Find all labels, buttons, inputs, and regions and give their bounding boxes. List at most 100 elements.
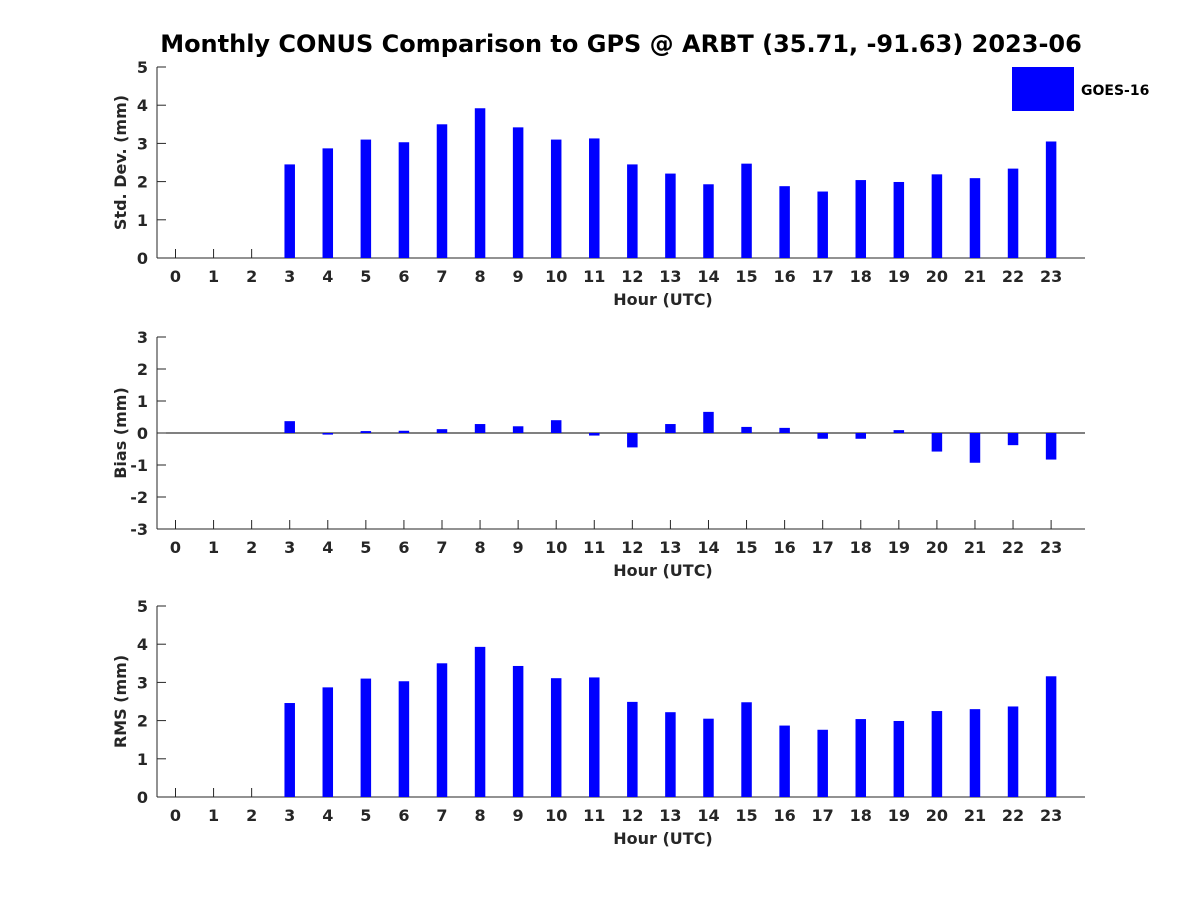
bar-2-hour-7 [436,663,448,797]
bar-0-hour-10 [550,139,562,258]
bar-1-hour-18 [855,433,867,439]
bar-2-hour-11 [589,677,600,797]
x-tick-label-2: 3 [284,806,295,825]
x-tick-label-1: 20 [926,538,948,557]
x-tick-label-1: 3 [284,538,295,557]
y-tick-label-2: 2 [137,712,148,731]
x-tick-label-2: 7 [436,806,447,825]
y-tick-label-0: 1 [137,211,148,230]
bar-1-hour-21 [969,433,981,463]
x-tick-label-0: 21 [964,267,986,286]
x-tick-label-0: 19 [888,267,910,286]
bar-2-hour-3 [284,703,295,797]
x-tick-label-0: 8 [474,267,485,286]
x-tick-label-2: 19 [888,806,910,825]
x-tick-label-0: 5 [360,267,371,286]
bar-2-hour-5 [360,678,372,797]
bar-2-hour-9 [512,665,524,797]
x-tick-label-0: 12 [621,267,643,286]
x-tick-label-1: 21 [964,538,986,557]
bar-2-hour-23 [1045,676,1057,797]
bar-1-hour-19 [893,430,905,433]
x-tick-label-0: 0 [170,267,181,286]
legend-label: GOES-16 [1081,83,1149,99]
bar-2-hour-19 [893,720,905,797]
x-tick-label-1: 1 [208,538,219,557]
bar-0-hour-8 [474,108,486,258]
x-tick-label-1: 4 [322,538,333,557]
y-tick-label-0: 4 [137,96,148,115]
y-tick-label-1: 1 [137,392,148,411]
bar-2-hour-10 [550,678,562,797]
bar-0-hour-21 [969,178,981,258]
x-tick-label-1: 14 [697,538,719,557]
x-tick-label-2: 14 [697,806,719,825]
bar-2-hour-14 [703,718,714,797]
x-tick-label-2: 0 [170,806,181,825]
y-tick-label-0: 3 [137,134,148,153]
bar-2-hour-22 [1007,706,1019,797]
y-tick-label-1: -2 [130,488,148,507]
bar-2-hour-20 [931,711,943,797]
bar-1-hour-17 [817,433,828,439]
x-tick-label-2: 5 [360,806,371,825]
x-axis-label-1: Hour (UTC) [613,561,713,580]
y-tick-label-2: 1 [137,750,148,769]
x-tick-label-0: 11 [583,267,605,286]
y-tick-label-1: -3 [130,520,148,539]
chart-title: Monthly CONUS Comparison to GPS @ ARBT (… [160,30,1082,58]
x-tick-label-0: 6 [398,267,409,286]
x-tick-label-0: 9 [513,267,524,286]
x-tick-label-1: 11 [583,538,605,557]
bar-2-hour-18 [855,719,867,797]
x-tick-label-2: 20 [926,806,948,825]
x-tick-label-2: 9 [513,806,524,825]
x-tick-label-1: 22 [1002,538,1024,557]
x-tick-label-0: 15 [735,267,757,286]
bar-0-hour-23 [1045,141,1057,258]
bar-0-hour-16 [779,186,790,258]
x-tick-label-0: 10 [545,267,567,286]
x-tick-label-1: 23 [1040,538,1062,557]
bar-0-hour-11 [589,138,600,258]
bar-2-hour-12 [627,701,638,797]
x-tick-label-1: 6 [398,538,409,557]
x-tick-label-0: 3 [284,267,295,286]
bar-0-hour-22 [1007,168,1019,258]
x-tick-label-2: 16 [773,806,795,825]
bar-2-hour-21 [969,709,981,797]
bar-1-hour-7 [436,429,448,433]
bar-2-hour-17 [817,729,828,797]
bar-1-hour-12 [627,433,638,448]
x-tick-label-2: 10 [545,806,567,825]
x-tick-label-2: 1 [208,806,219,825]
y-axis-label-0: Std. Dev. (mm) [111,95,130,230]
y-tick-label-0: 5 [137,58,148,77]
x-tick-label-0: 18 [850,267,872,286]
x-tick-label-1: 16 [773,538,795,557]
x-axis-label-0: Hour (UTC) [613,290,713,309]
bar-1-hour-8 [474,424,486,433]
x-tick-label-0: 4 [322,267,333,286]
x-tick-label-1: 19 [888,538,910,557]
y-tick-label-2: 3 [137,673,148,692]
bar-1-hour-11 [589,433,600,436]
y-tick-label-2: 5 [137,597,148,616]
bar-2-hour-16 [779,725,790,797]
x-tick-label-1: 8 [474,538,485,557]
x-tick-label-0: 17 [812,267,834,286]
bar-2-hour-15 [741,702,752,797]
y-tick-label-1: 3 [137,328,148,347]
bar-0-hour-13 [665,173,676,258]
bar-1-hour-9 [512,426,524,433]
x-tick-label-1: 9 [513,538,524,557]
bar-1-hour-14 [703,411,714,433]
bar-0-hour-20 [931,174,943,258]
bar-1-hour-10 [550,420,562,433]
bar-0-hour-9 [512,127,524,258]
bar-2-hour-8 [474,646,486,797]
x-tick-label-0: 2 [246,267,257,286]
y-axis-label-2: RMS (mm) [111,655,130,748]
bar-1-hour-22 [1007,433,1019,446]
bar-0-hour-3 [284,164,295,258]
